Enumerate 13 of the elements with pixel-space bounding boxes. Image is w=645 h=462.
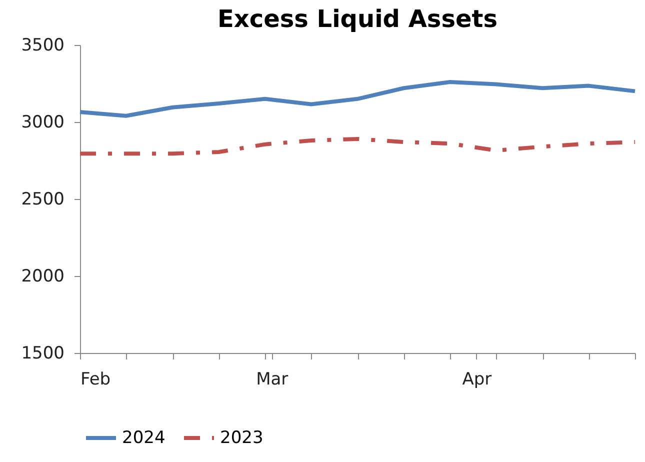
x-tick-label: Mar bbox=[256, 370, 288, 390]
line-series bbox=[78, 80, 637, 118]
y-tick-label: 2500 bbox=[21, 190, 64, 210]
y-tick-label: 3500 bbox=[21, 36, 64, 56]
line-series bbox=[78, 136, 637, 156]
legend-label: 2023 bbox=[220, 428, 264, 448]
legend-label: 2024 bbox=[122, 428, 166, 448]
y-tick-label: 2000 bbox=[21, 266, 64, 286]
y-tick-label: 3000 bbox=[21, 112, 64, 132]
chart-title: Excess Liquid Assets bbox=[217, 5, 498, 33]
x-tick-label: Apr bbox=[462, 370, 492, 390]
x-tick-label: Feb bbox=[80, 370, 111, 390]
y-tick-label: 1500 bbox=[21, 344, 64, 364]
